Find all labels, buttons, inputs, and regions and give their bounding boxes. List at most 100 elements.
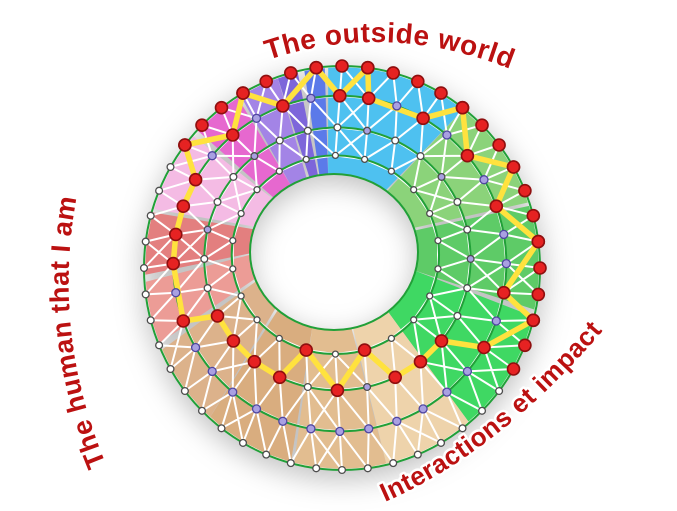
sector-wedge	[209, 310, 313, 464]
red-node	[413, 354, 428, 369]
mesh-node	[391, 136, 400, 145]
mesh-node	[275, 167, 283, 175]
mesh-node	[275, 334, 283, 343]
mesh-node	[335, 426, 345, 437]
mesh-node	[337, 465, 347, 475]
label-human-that-i-am-text: The human that I am	[42, 191, 113, 475]
mesh-node	[466, 254, 475, 263]
red-node	[247, 354, 262, 369]
red-node	[477, 340, 491, 355]
label-outside-world-text: The outside world	[258, 15, 521, 78]
red-node	[506, 362, 521, 376]
red-node	[178, 138, 192, 152]
sector-wedge	[240, 77, 307, 186]
mesh-node	[262, 450, 271, 459]
mesh-node	[418, 404, 428, 414]
red-node	[283, 66, 298, 80]
mesh-node	[462, 366, 473, 377]
mesh-node	[426, 292, 434, 300]
spoke-lines	[203, 126, 472, 392]
mesh-node	[331, 350, 340, 358]
red-node	[416, 111, 430, 126]
red-node	[460, 148, 475, 163]
mesh-node	[410, 316, 418, 324]
red-node	[210, 309, 225, 323]
mesh-node	[458, 424, 467, 433]
mesh-node	[166, 364, 175, 374]
mesh-node	[387, 167, 396, 175]
mesh-node	[387, 334, 396, 343]
mesh-node	[237, 209, 245, 218]
red-node	[361, 91, 376, 106]
mesh-node	[155, 341, 164, 350]
mesh-node	[253, 316, 261, 324]
red-node	[332, 89, 347, 103]
mesh-node	[306, 93, 316, 103]
red-node	[166, 256, 180, 271]
red-node	[360, 60, 375, 75]
mesh-node	[155, 186, 164, 195]
red-node	[299, 343, 314, 357]
mesh-node	[200, 254, 209, 263]
label-human-that-i-am: The human that I am	[45, 194, 112, 473]
mesh-node	[306, 424, 316, 434]
red-node	[526, 313, 541, 328]
red-node	[309, 60, 324, 75]
red-node	[214, 100, 229, 115]
mesh-node	[146, 211, 155, 220]
red-node	[225, 128, 240, 142]
mesh-node	[434, 265, 442, 273]
mesh-node	[253, 186, 261, 194]
mesh-node	[141, 237, 150, 246]
red-node	[272, 370, 287, 385]
red-node	[496, 285, 511, 300]
mesh-node	[312, 464, 321, 473]
red-node	[518, 183, 532, 198]
mesh-node	[392, 416, 402, 426]
mesh-node	[453, 197, 462, 206]
mesh-node	[413, 450, 422, 459]
mesh-node	[207, 151, 217, 161]
mesh-node	[333, 123, 342, 132]
mesh-node	[171, 288, 181, 298]
red-node	[489, 199, 504, 213]
mesh-node	[501, 258, 511, 269]
red-node	[236, 86, 250, 100]
mesh-node	[250, 152, 259, 161]
red-node	[169, 227, 183, 242]
mesh-node	[228, 387, 238, 397]
mesh-node	[392, 101, 402, 111]
red-node	[434, 334, 449, 348]
mesh-node	[453, 311, 462, 320]
mesh-node	[436, 438, 446, 447]
mesh-node	[495, 386, 504, 396]
red-node	[506, 160, 521, 174]
red-node	[176, 199, 191, 213]
mesh-node	[463, 225, 472, 234]
mesh-node	[426, 209, 434, 218]
red-node	[386, 66, 401, 80]
red-node	[226, 334, 241, 348]
mesh-node	[363, 464, 372, 473]
red-node	[531, 287, 546, 302]
mesh-node	[286, 459, 295, 468]
mesh-node	[477, 406, 487, 415]
red-node	[533, 261, 547, 275]
mesh-node	[166, 162, 175, 172]
mesh-node	[237, 292, 245, 300]
mesh-node	[363, 382, 372, 392]
mesh-node	[146, 316, 155, 325]
red-node	[492, 138, 506, 152]
mesh-node	[139, 263, 149, 273]
red-node	[531, 234, 546, 249]
spoke-lines	[172, 94, 508, 433]
mesh-node	[491, 316, 501, 326]
torus-mesh	[139, 59, 547, 475]
mesh-node	[442, 130, 452, 140]
mesh-node	[213, 197, 222, 206]
mesh-node	[251, 404, 262, 414]
mesh-node	[217, 424, 226, 433]
red-node	[526, 208, 541, 223]
